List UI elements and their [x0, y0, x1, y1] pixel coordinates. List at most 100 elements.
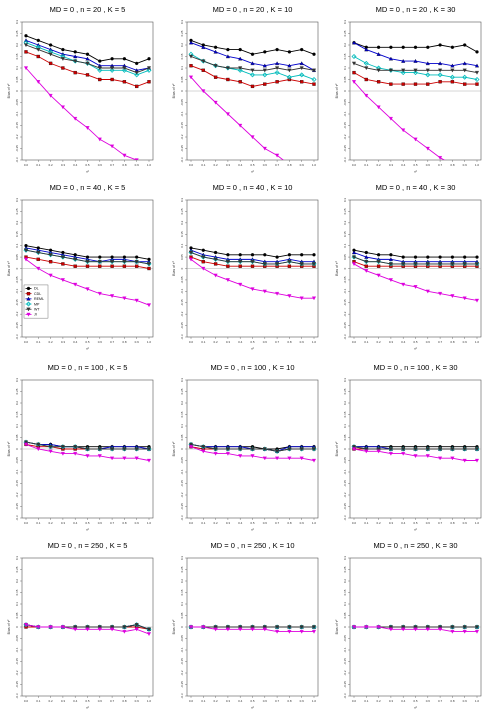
x-tick-label: 1.0: [312, 699, 317, 703]
point-reml: [351, 40, 357, 45]
point-wt: [450, 262, 455, 267]
x-tick-label: 0.8: [450, 699, 455, 703]
x-tick-label: 0.2: [49, 521, 54, 525]
point-ji: [73, 116, 78, 121]
point-reml: [438, 61, 443, 66]
point-cdl: [189, 64, 193, 68]
point-wt: [201, 255, 206, 260]
x-tick-label: 0.1: [36, 163, 41, 167]
point-reml: [85, 56, 90, 61]
y-tick-label: 0.25: [343, 30, 347, 36]
point-dl: [389, 253, 393, 257]
y-tick-label: -0.15: [343, 299, 347, 306]
point-wt: [110, 625, 115, 630]
y-tick-label: 0.05: [343, 254, 347, 260]
y-tick-label: 0.15: [15, 589, 19, 595]
point-wt: [146, 66, 152, 71]
panel-2: MD = 0 , n = 20 , K = 10 0.3 0.25 0.2 0.15 0.…: [172, 5, 319, 174]
point-wt: [201, 59, 206, 64]
point-ji: [85, 454, 90, 459]
y-tick-label: -0.05: [180, 276, 184, 283]
legend-marker-wt: [26, 307, 31, 312]
point-reml: [73, 54, 78, 59]
point-dl: [263, 50, 267, 54]
y-tick-label: 0.2: [180, 579, 184, 584]
point-mp: [437, 72, 443, 78]
x-tick-label: 0.0: [189, 163, 194, 167]
point-reml: [474, 63, 480, 68]
x-tick-label: 0.2: [49, 699, 54, 703]
point-dl: [61, 47, 65, 52]
point-ji: [97, 627, 102, 632]
y-tick-label: -0.05: [343, 635, 347, 642]
point-cdl: [275, 80, 279, 84]
point-reml: [364, 254, 369, 259]
point-wt: [122, 447, 127, 452]
point-ji: [388, 116, 393, 121]
y-tick-label: 0.2: [180, 401, 184, 406]
y-tick-label: -0.2: [15, 492, 19, 498]
x-tick-label: 0.3: [389, 163, 394, 167]
y-tick-label: -0.3: [15, 515, 19, 521]
y-tick-label: -0.05: [180, 99, 184, 106]
y-tick-label: -0.2: [15, 670, 19, 676]
y-axis-label: Bias of τ²: [7, 83, 11, 98]
point-wt: [376, 68, 381, 73]
y-tick-label: 0.1: [180, 66, 184, 71]
point-dl: [426, 255, 430, 259]
x-tick-label: 0.2: [377, 521, 382, 525]
y-tick-label: -0.15: [343, 480, 347, 487]
point-wt: [299, 447, 304, 452]
point-wt: [23, 248, 29, 253]
point-wt: [122, 259, 127, 264]
series-layer: [351, 40, 480, 160]
x-tick-label: 0.1: [36, 340, 41, 344]
x-tick-label: 0.0: [352, 163, 357, 167]
y-tick-label: -0.3: [15, 157, 19, 163]
point-wt: [351, 255, 357, 260]
point-ji: [364, 449, 369, 454]
y-tick-label: -0.3: [343, 515, 347, 521]
point-wt: [311, 262, 317, 267]
point-ji: [250, 454, 255, 459]
point-ji: [275, 153, 280, 158]
x-tick-label: 0.1: [36, 521, 41, 525]
point-cdl: [364, 264, 368, 268]
x-tick-label: 0.7: [110, 699, 115, 703]
point-ji: [275, 291, 280, 296]
point-reml: [275, 61, 280, 66]
point-dl: [426, 45, 430, 49]
y-tick-label: -0.3: [15, 334, 19, 340]
panel-title: MD = 0 , n = 40 , K = 10: [213, 183, 293, 192]
point-ji: [388, 627, 393, 632]
x-tick-label: 0.4: [401, 163, 406, 167]
point-wt: [413, 447, 418, 452]
point-dl: [300, 253, 304, 257]
point-wt: [275, 625, 280, 630]
point-wt: [60, 255, 65, 260]
x-axis-label: τ²: [86, 347, 89, 351]
x-tick-label: 0.7: [438, 699, 443, 703]
point-ji: [401, 451, 406, 456]
point-ji: [188, 445, 194, 449]
x-tick-label: 0.6: [426, 521, 431, 525]
point-ji: [225, 278, 230, 283]
point-mp: [146, 67, 152, 73]
point-ji: [474, 458, 480, 463]
y-tick-label: -0.3: [343, 693, 347, 699]
point-wt: [438, 68, 443, 73]
x-axis-label: τ²: [251, 170, 254, 174]
y-tick-label: -0.1: [15, 111, 19, 117]
point-cdl: [250, 84, 255, 89]
x-tick-label: 0.3: [61, 163, 66, 167]
point-wt: [134, 623, 139, 627]
point-wt: [351, 61, 357, 66]
point-dl: [24, 34, 28, 38]
y-axis-label: Bias of τ²: [7, 260, 11, 275]
point-ji: [364, 269, 369, 273]
point-ji: [450, 456, 455, 461]
x-tick-label: 0.8: [450, 163, 455, 167]
x-axis-label: τ²: [86, 528, 89, 532]
point-ji: [238, 282, 243, 287]
y-tick-label: 0: [15, 626, 19, 628]
